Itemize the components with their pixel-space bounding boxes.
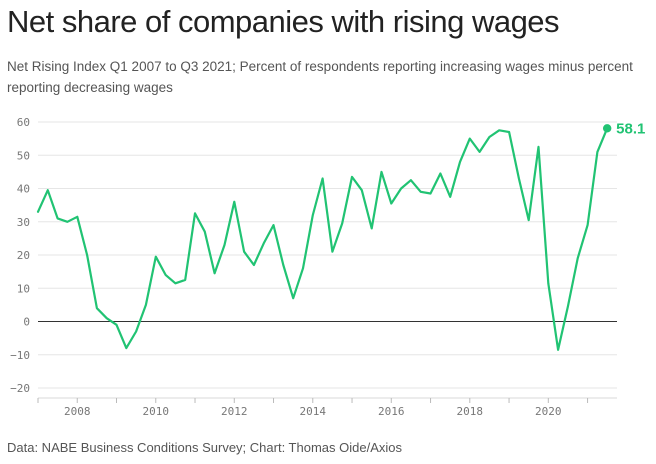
y-tick-label: 10 — [17, 282, 30, 295]
source-credit: Data: NABE Business Conditions Survey; C… — [7, 440, 402, 455]
y-tick-label: 40 — [17, 183, 30, 196]
y-tick-label: −10 — [10, 349, 30, 362]
series-line-net-rising-index — [36, 127, 609, 351]
x-tick-label: 2016 — [378, 405, 405, 418]
y-tick-label: −20 — [10, 382, 30, 395]
gridlines — [38, 121, 617, 389]
y-tick-label: 0 — [23, 316, 30, 329]
y-tick-label: 50 — [17, 149, 30, 162]
chart-subtitle: Net Rising Index Q1 2007 to Q3 2021; Per… — [7, 59, 633, 95]
x-tick-label: 2012 — [221, 405, 248, 418]
x-axis: 2008 2010 2012 2014 2016 2018 2020 — [37, 397, 617, 418]
x-tick-label: 2020 — [535, 405, 562, 418]
x-tick-label: 2010 — [143, 405, 170, 418]
end-point-marker — [602, 124, 612, 133]
chart-title: Net share of companies with rising wages — [7, 4, 560, 39]
y-tick-label: 30 — [17, 216, 30, 229]
end-value-label: 58.1 — [616, 120, 645, 137]
x-tick-label: 2014 — [300, 405, 327, 418]
series-layer: 58.1 — [36, 120, 645, 351]
y-tick-label: 60 — [17, 116, 30, 129]
y-tick-label: 20 — [17, 249, 30, 262]
x-tick-label: 2018 — [457, 405, 484, 418]
y-axis: −20 −10 0 10 20 30 40 50 60 — [10, 116, 30, 395]
x-tick-label: 2008 — [64, 405, 91, 418]
